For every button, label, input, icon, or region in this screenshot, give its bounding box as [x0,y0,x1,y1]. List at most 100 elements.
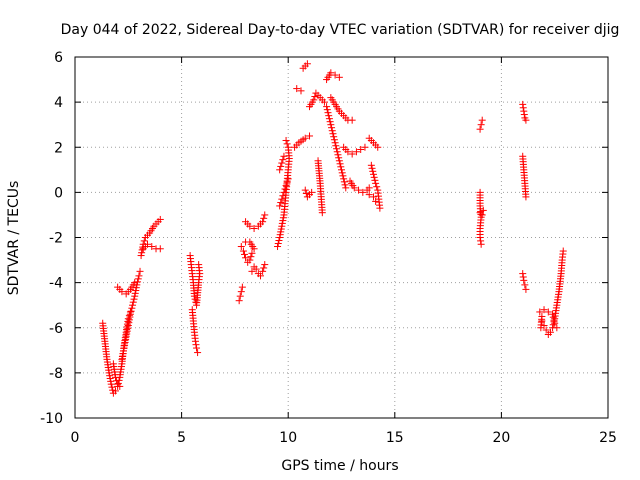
data-point [333,145,341,153]
data-point [236,292,244,300]
data-point [195,261,203,269]
y-tick-label: -4 [49,276,63,292]
data-point [338,169,346,177]
data-point [277,162,285,170]
data-point [274,240,282,248]
data-point [112,373,120,381]
data-point [341,181,349,189]
data-point [278,159,286,167]
data-point [235,297,243,305]
data-point [277,199,285,207]
data-point [520,276,528,284]
data-point [334,151,342,159]
data-point [331,139,339,147]
data-point [250,224,258,232]
data-point [246,256,254,264]
data-point [339,172,347,180]
y-tick-label: -6 [49,321,63,337]
data-point [283,178,291,186]
data-point [330,136,338,144]
data-point [108,383,116,391]
data-point [337,163,345,171]
data-point [476,125,484,133]
y-tick-label: -2 [49,231,63,247]
y-tick-label: -8 [49,366,63,382]
data-point [301,134,309,142]
data-point [259,218,267,226]
data-point [365,191,373,199]
data-point [355,186,363,194]
data-point [477,121,485,129]
grid-lines [75,57,608,418]
data-point [549,321,557,329]
data-point [477,237,485,245]
data-point [109,386,117,394]
data-point [369,170,377,178]
data-point [248,267,256,275]
data-point [340,178,348,186]
data-point [252,265,260,273]
data-point [310,96,318,104]
data-point [191,337,199,345]
data-point [331,71,339,79]
data-point [278,195,286,203]
data-point [156,245,164,253]
data-point [260,264,268,272]
data-point [372,179,380,187]
data-point [542,326,550,334]
data-point [369,167,377,175]
chart-title: Day 044 of 2022, Sidereal Day-to-day VTE… [61,22,620,38]
data-point [326,118,334,126]
data-point [372,197,380,205]
data-point [335,157,343,165]
data-point [194,349,202,357]
data-point [279,156,287,164]
data-point [324,109,332,117]
data-point [335,73,343,81]
data-point [520,107,528,115]
data-point [284,143,292,151]
data-point [302,190,310,198]
data-point [248,249,256,257]
data-point [367,161,375,169]
data-point [283,140,291,148]
data-point [519,270,527,278]
data-point [239,247,247,255]
data-point [134,275,142,283]
y-tick-label: 0 [54,185,63,201]
data-point [116,382,124,390]
y-axis-label: SDTVAR / TECUs [6,181,22,296]
data-point [522,116,530,124]
data-point [342,184,350,192]
data-point [134,278,142,286]
data-point [519,104,527,112]
data-point [519,100,527,108]
axis-ticks: 0 5 10 15 20 25 -10 -8 -6 -4 -2 0 2 4 6 [40,50,617,446]
data-point [325,112,333,120]
data-point [237,288,245,296]
data-point [477,240,485,248]
data-point [148,243,156,251]
data-point [259,267,267,275]
data-point [544,308,552,316]
data-point [306,132,314,140]
data-point [330,133,338,141]
data-point [340,175,348,183]
data-point [293,85,301,93]
data-point [479,206,487,214]
data-point [130,295,138,303]
data-point [374,143,382,151]
data-points [99,60,567,397]
data-point [280,152,288,160]
data-point [323,106,331,114]
data-point [327,69,335,77]
data-point [238,283,246,291]
data-point [318,209,326,217]
data-point [261,261,269,269]
y-tick-label: 6 [54,50,63,66]
data-point [333,148,341,156]
data-point [131,279,139,287]
data-point [329,130,337,138]
